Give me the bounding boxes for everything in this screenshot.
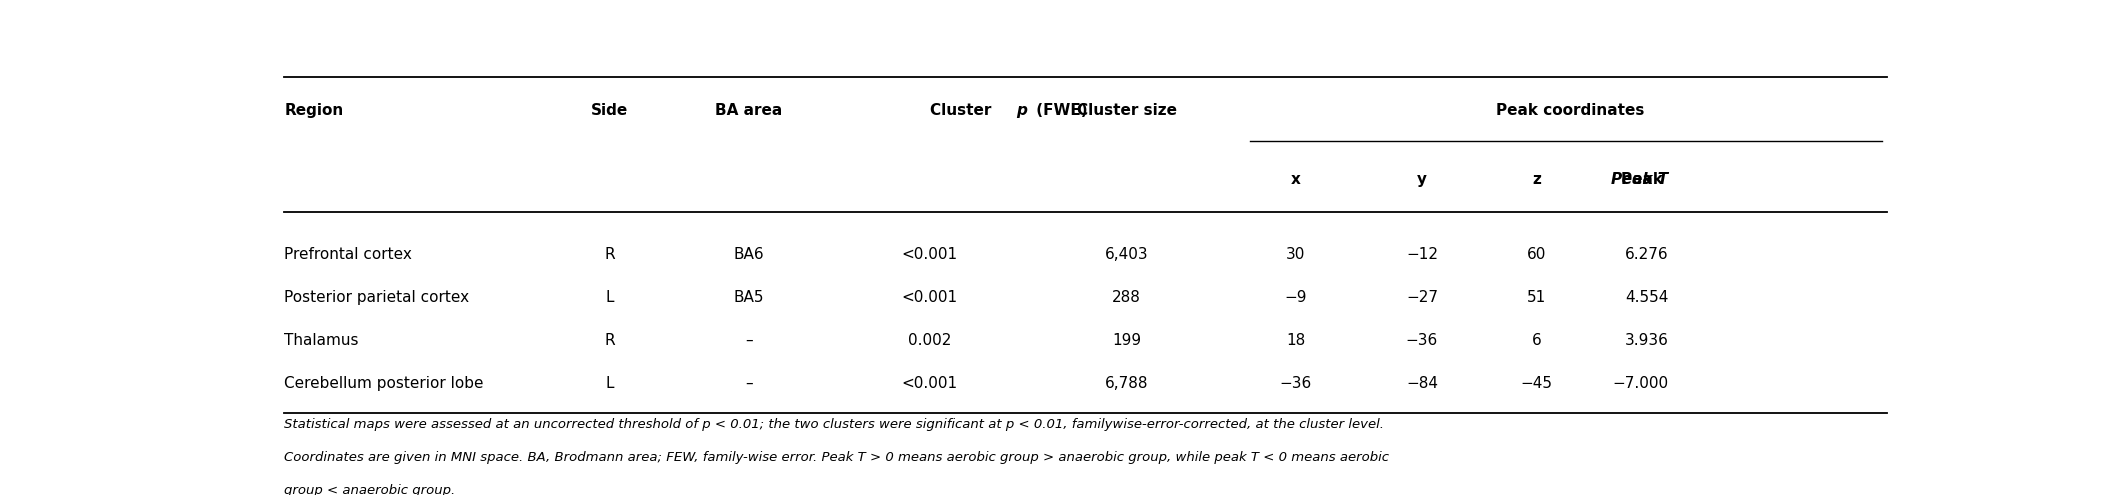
Text: 4.554: 4.554 (1625, 290, 1669, 305)
Text: y: y (1417, 172, 1428, 187)
Text: group < anaerobic group.: group < anaerobic group. (284, 485, 455, 495)
Text: −36: −36 (1279, 376, 1311, 391)
Text: 6,403: 6,403 (1106, 247, 1148, 262)
Text: Coordinates are given in MNI space. BA, Brodmann area; FEW, family-wise error. P: Coordinates are given in MNI space. BA, … (284, 451, 1389, 464)
Text: 60: 60 (1527, 247, 1546, 262)
Text: –: – (746, 376, 752, 391)
Text: 30: 30 (1286, 247, 1305, 262)
Text: −45: −45 (1521, 376, 1552, 391)
Text: Peak ​T: Peak ​T (1612, 172, 1669, 187)
Text: BA area: BA area (716, 103, 784, 118)
Text: Cerebellum posterior lobe: Cerebellum posterior lobe (284, 376, 483, 391)
Text: <0.001: <0.001 (902, 290, 957, 305)
Text: Peak: Peak (1620, 172, 1669, 187)
Text: 0.002: 0.002 (909, 333, 951, 348)
Text: 6.276: 6.276 (1625, 247, 1669, 262)
Text: −9: −9 (1284, 290, 1307, 305)
Text: 199: 199 (1112, 333, 1142, 348)
Text: Posterior parietal cortex: Posterior parietal cortex (284, 290, 470, 305)
Text: p: p (1017, 103, 1027, 118)
Text: Cluster: Cluster (930, 103, 995, 118)
Text: R: R (604, 333, 614, 348)
Text: x: x (1290, 172, 1300, 187)
Text: Cluster size: Cluster size (1076, 103, 1175, 118)
Text: z: z (1533, 172, 1542, 187)
Text: BA6: BA6 (733, 247, 765, 262)
Text: Region: Region (284, 103, 343, 118)
Text: 6,788: 6,788 (1106, 376, 1148, 391)
Text: –: – (746, 333, 752, 348)
Text: −84: −84 (1406, 376, 1438, 391)
Text: 18: 18 (1286, 333, 1305, 348)
Text: 3.936: 3.936 (1625, 333, 1669, 348)
Text: (FWE): (FWE) (1031, 103, 1089, 118)
Text: 51: 51 (1527, 290, 1546, 305)
Text: L: L (606, 290, 614, 305)
Text: Peak coordinates: Peak coordinates (1495, 103, 1644, 118)
Text: Statistical maps were assessed at an uncorrected threshold of p < 0.01; the two : Statistical maps were assessed at an unc… (284, 418, 1385, 432)
Text: −7.000: −7.000 (1612, 376, 1669, 391)
Text: Thalamus: Thalamus (284, 333, 358, 348)
Text: <0.001: <0.001 (902, 376, 957, 391)
Text: L: L (606, 376, 614, 391)
Text: Side: Side (591, 103, 629, 118)
Text: 288: 288 (1112, 290, 1142, 305)
Text: BA5: BA5 (733, 290, 765, 305)
Text: −12: −12 (1406, 247, 1438, 262)
Text: −36: −36 (1406, 333, 1438, 348)
Text: −27: −27 (1406, 290, 1438, 305)
Text: Prefrontal cortex: Prefrontal cortex (284, 247, 413, 262)
Text: <0.001: <0.001 (902, 247, 957, 262)
Text: R: R (604, 247, 614, 262)
Text: 6: 6 (1531, 333, 1542, 348)
